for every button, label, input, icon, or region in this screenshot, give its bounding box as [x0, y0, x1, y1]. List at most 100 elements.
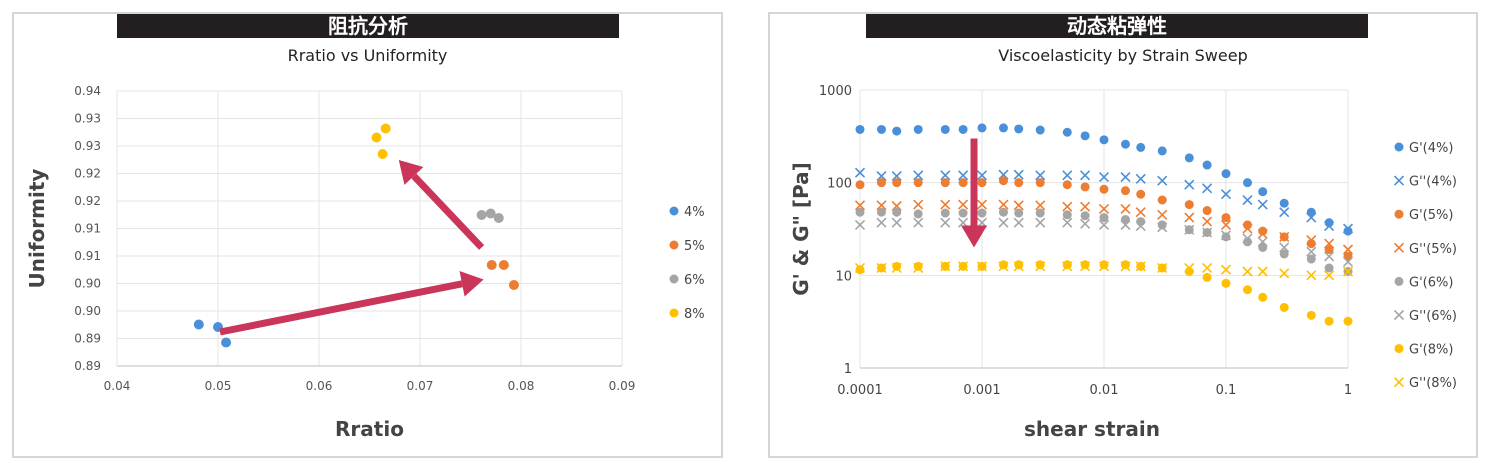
data-point [1099, 213, 1109, 223]
marker-stroke [940, 170, 951, 181]
marker-stroke [1135, 261, 1146, 272]
chart-banner: 动态粘弹性 [866, 14, 1368, 38]
marker-stroke [1324, 238, 1335, 249]
data-point [493, 213, 504, 223]
legend-label: 6% [684, 273, 705, 288]
trend-arrow [398, 160, 485, 250]
data-point [1035, 200, 1046, 211]
legend-label: G''(6%) [1409, 309, 1457, 324]
marker-stroke [1393, 377, 1405, 388]
data-point [892, 126, 902, 136]
marker-stroke [1342, 256, 1354, 267]
data-point [940, 124, 950, 134]
x-tick-label: 0.08 [508, 379, 535, 393]
data-point [998, 199, 1009, 210]
y-tick-label: 0.91 [74, 249, 101, 263]
marker-stroke [1342, 244, 1354, 255]
data-point [1136, 217, 1146, 227]
marker-stroke [1202, 183, 1213, 194]
marker-stroke [913, 199, 924, 210]
data-point [1157, 195, 1167, 205]
data-point [940, 261, 951, 272]
y-tick-label: 0.89 [74, 332, 101, 346]
legend-marker [1393, 175, 1405, 186]
data-point [1098, 219, 1110, 230]
marker-stroke [1342, 266, 1354, 277]
marker-stroke [1062, 201, 1073, 212]
data-point [998, 207, 1008, 217]
y-tick-label: 0.92 [74, 167, 101, 181]
legend-marker [1394, 344, 1404, 354]
data-point [1098, 203, 1110, 215]
data-point [876, 207, 886, 217]
data-point [891, 262, 902, 274]
legend-marker [1394, 142, 1404, 152]
data-point [977, 178, 987, 188]
data-point [855, 180, 865, 190]
data-point [876, 262, 887, 274]
data-point [1135, 261, 1146, 272]
data-point [1099, 260, 1109, 270]
data-point [891, 217, 902, 228]
marker-stroke [1035, 261, 1046, 272]
data-point [1342, 256, 1354, 267]
y-tick-label: 1000 [819, 84, 852, 99]
data-point [1099, 135, 1109, 145]
data-point [1257, 266, 1268, 277]
data-point [1135, 173, 1146, 184]
data-point [1220, 230, 1232, 241]
legend-label: 4% [684, 205, 705, 220]
data-point [1279, 302, 1289, 312]
marker-stroke [1013, 261, 1024, 272]
data-point [1279, 231, 1290, 242]
y-tick-label: 0.92 [74, 194, 101, 208]
arrow-head [398, 160, 424, 185]
marker-stroke [1220, 230, 1232, 241]
data-point [1062, 260, 1072, 270]
data-point [1120, 171, 1131, 183]
arrow-head [961, 225, 988, 248]
data-point [1035, 261, 1046, 272]
data-point [1035, 125, 1045, 135]
x-tick-label: 0.0001 [837, 383, 883, 398]
data-point [1242, 194, 1253, 206]
data-point [380, 123, 391, 134]
marker-stroke [1135, 207, 1146, 218]
marker-stroke [1184, 262, 1195, 274]
marker-stroke [1202, 262, 1213, 274]
data-point [1062, 170, 1073, 181]
data-point [1035, 208, 1045, 218]
data-point [913, 124, 923, 134]
marker-stroke [998, 217, 1009, 228]
data-point [1013, 169, 1024, 180]
data-point [1099, 184, 1109, 194]
marker-stroke [958, 199, 969, 210]
data-point [998, 260, 1008, 270]
legend-marker [669, 308, 679, 318]
data-point [1080, 182, 1090, 192]
data-point [476, 210, 487, 220]
data-point [1080, 201, 1091, 212]
data-point [1014, 178, 1024, 188]
data-point [1202, 183, 1213, 194]
data-point [958, 208, 968, 218]
marker-stroke [1120, 203, 1131, 215]
data-point [1306, 310, 1316, 320]
x-tick-label: 0.05 [205, 379, 232, 393]
data-point [1306, 246, 1317, 257]
data-point [1062, 127, 1072, 137]
data-point [1257, 228, 1268, 239]
data-point [1135, 207, 1146, 218]
marker-stroke [1035, 170, 1046, 181]
data-point [1324, 245, 1334, 255]
marker-stroke [1184, 212, 1195, 223]
legend-marker [1394, 209, 1404, 219]
marker-stroke [1013, 169, 1024, 180]
y-tick-label: 10 [835, 269, 852, 284]
data-point [940, 178, 950, 188]
data-point [1221, 213, 1231, 223]
marker-stroke [1098, 261, 1110, 272]
x-axis-title: shear strain [1024, 417, 1160, 441]
data-point [1279, 249, 1289, 259]
marker-stroke [940, 217, 951, 228]
